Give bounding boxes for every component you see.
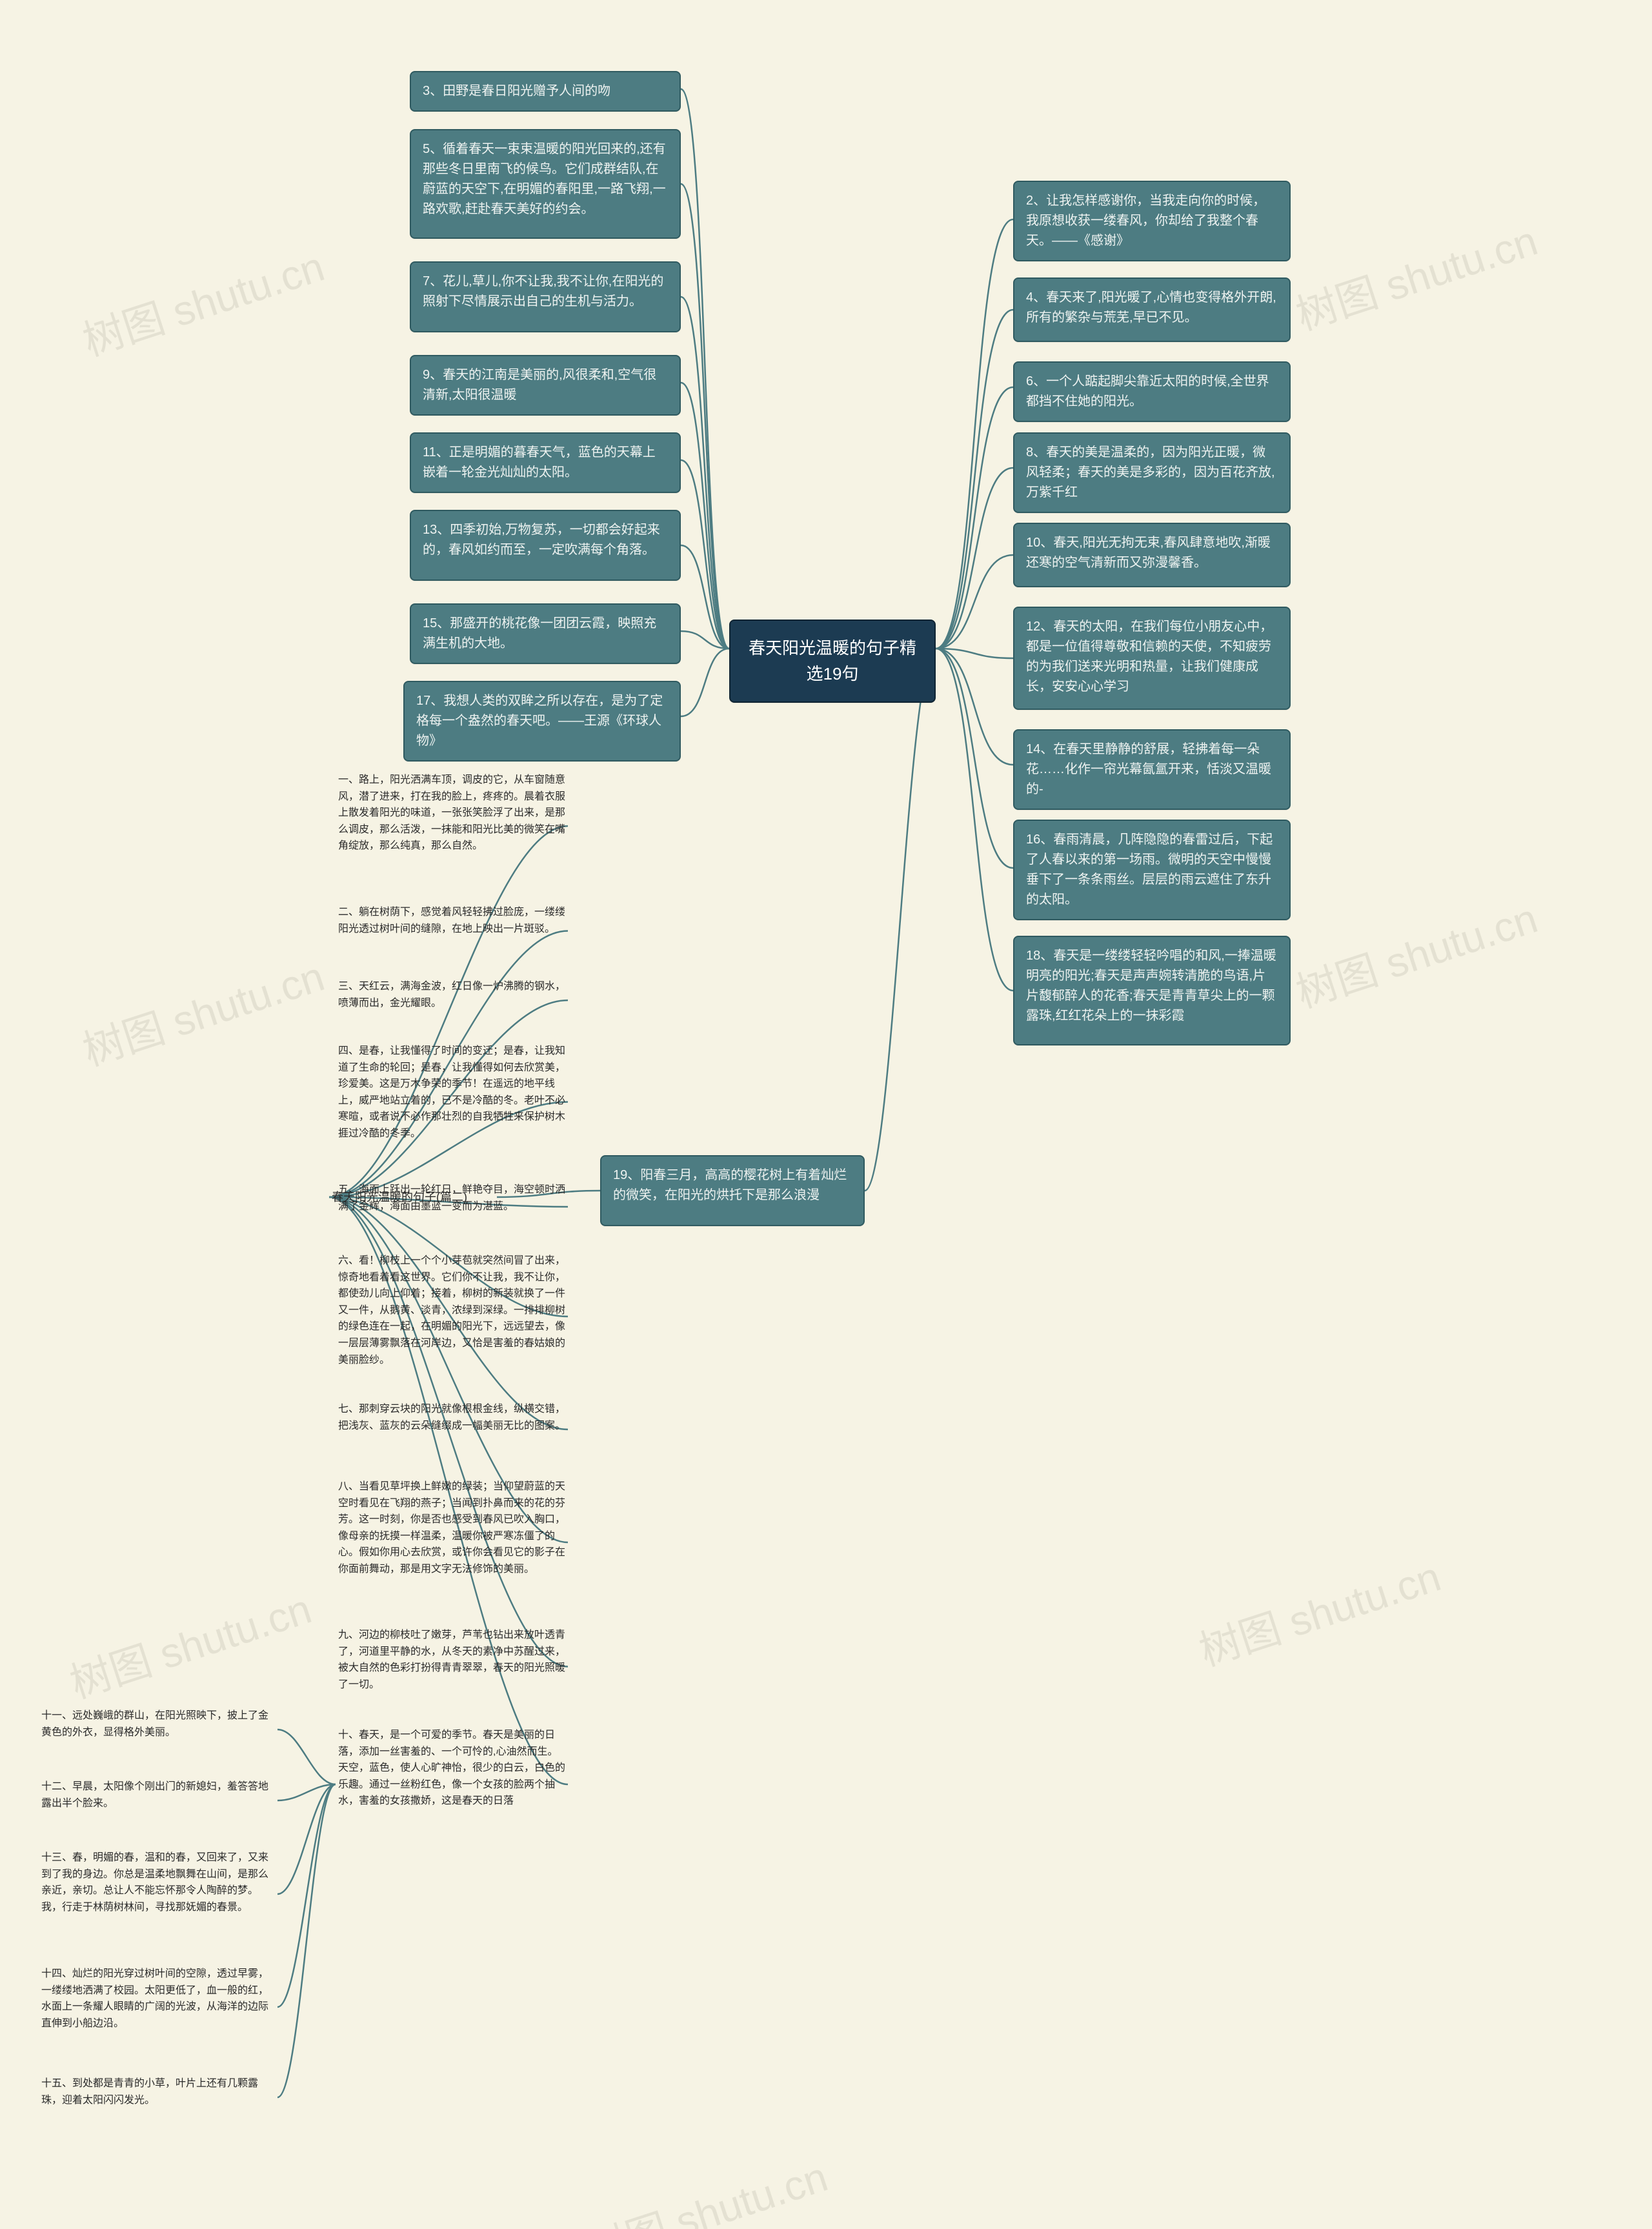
watermark: 树图 shutu.cn [74,234,330,367]
g3: 十三、春，明媚的春，温和的春，又回来了，又来到了我的身边。你总是温柔地飘舞在山间… [39,1846,277,1942]
l3: 7、花儿,草儿,你不让我,我不让你,在阳光的照射下尽情展示出自己的生机与活力。 [410,261,681,332]
l4: 9、春天的江南是美丽的,风很柔和,空气很清新,太阳很温暖 [410,355,681,416]
l2: 5、循着春天一束束温暖的阳光回来的,还有那些冬日里南飞的候鸟。它们成群结队,在蔚… [410,129,681,239]
r9: 18、春天是一缕缕轻轻吟唱的和风,一捧温暖明亮的阳光;春天是声声婉转清脆的鸟语,… [1013,936,1291,1045]
watermark: 树图 shutu.cn [1287,208,1544,341]
r2: 4、春天来了,阳光暖了,心情也变得格外开朗,所有的繁杂与荒芜,早已不见。 [1013,277,1291,342]
l5: 11、正是明媚的暮春天气，蓝色的天幕上嵌着一轮金光灿灿的太阳。 [410,432,681,493]
s7: 七、那刺穿云块的阳光就像根根金线，纵横交错，把浅灰、蓝灰的云朵缝缀成一幅美丽无比… [336,1397,568,1462]
s8: 八、当看见草坪换上鲜嫩的绿装；当仰望蔚蓝的天空时看见在飞翔的燕子；当闻到扑鼻而来… [336,1475,568,1610]
s6: 六、看！柳枝上一个个小芽苞就突然间冒了出来，惊奇地看着看这世界。它们你不让我，我… [336,1249,568,1384]
s10: 十、春天，是一个可爱的季节。春天是美丽的日落，添加一丝害羞的、一个可怜的,心油然… [336,1723,568,1846]
s3: 三、天红云，满海金波，红日像一炉沸腾的钢水，喷薄而出，金光耀眼。 [336,974,568,1026]
c19: 19、阳春三月，高高的樱花树上有着灿烂的微笑，在阳光的烘托下是那么浪漫 [600,1155,865,1226]
l1: 3、田野是春日阳光赠予人间的吻 [410,71,681,112]
g5: 十五、到处都是青青的小草，叶片上还有几颗露珠，迎着太阳闪闪发光。 [39,2072,277,2123]
r3: 6、一个人踮起脚尖靠近太阳的时候,全世界都挡不住她的阳光。 [1013,361,1291,422]
r5: 10、春天,阳光无拘无束,春风肆意地吹,渐暖还寒的空气清新而又弥漫馨香。 [1013,523,1291,587]
l6: 13、四季初始,万物复苏，一切都会好起来的，春风如约而至，一定吹满每个角落。 [410,510,681,581]
s4: 四、是春，让我懂得了时间的变迁；是春，让我知道了生命的轮回；是春，让我懂得如何去… [336,1039,568,1165]
l8: 17、我想人类的双眸之所以存在，是为了定格每一个盎然的春天吧。——王源《环球人物… [403,681,681,761]
watermark: 树图 shutu.cn [61,1576,317,1710]
s1: 一、路上，阳光洒满车顶，调皮的它，从车窗随意风，潜了进来，打在我的脸上，疼疼的。… [336,768,568,884]
watermark: 树图 shutu.cn [578,2144,834,2229]
s9: 九、河边的柳枝吐了嫩芽，芦苇也钻出来放叶透青了，河道里平静的水，从冬天的素净中苏… [336,1623,568,1710]
r4: 8、春天的美是温柔的，因为阳光正暖，微风轻柔；春天的美是多彩的，因为百花齐放,万… [1013,432,1291,513]
s2: 二、躺在树荫下，感觉着风轻轻拂过脸庞，一缕缕阳光透过树叶间的缝隙，在地上映出一片… [336,900,568,962]
mindmap-stage: 树图 shutu.cn 树图 shutu.cn 树图 shutu.cn 树图 shut… [0,0,1652,2229]
g2: 十二、早晨，太阳像个刚出门的新媳妇，羞答答地露出半个脸来。 [39,1775,277,1826]
watermark: 树图 shutu.cn [1287,885,1544,1019]
l7: 15、那盛开的桃花像一团团云霞，映照充满生机的大地。 [410,603,681,664]
root: 春天阳光温暖的句子精选19句 [729,620,936,703]
r1: 2、让我怎样感谢你，当我走向你的时候，我原想收获一缕春风，你却给了我整个春天。—… [1013,181,1291,261]
r8: 16、春雨清晨，几阵隐隐的春雷过后，下起了人春以来的第一场雨。微明的天空中慢慢垂… [1013,820,1291,920]
s5: 五、海面上跃出一轮红日，鲜艳夺目，海空顿时洒满了金辉，海面由墨蓝一变而为湛蓝。 [336,1178,568,1236]
r6: 12、春天的太阳，在我们每位小朋友心中，都是一位值得尊敬和信赖的天使，不知疲劳的… [1013,607,1291,710]
g1: 十一、远处巍峨的群山，在阳光照映下，披上了金黄色的外衣，显得格外美丽。 [39,1704,277,1755]
g4: 十四、灿烂的阳光穿过树叶间的空隙，透过早雾，一缕缕地洒满了校园。太阳更低了，血一… [39,1962,277,2052]
watermark: 树图 shutu.cn [74,943,330,1077]
r7: 14、在春天里静静的舒展，轻拂着每一朵花……化作一帘光幕氤氲开来，恬淡又温暖的- [1013,729,1291,810]
watermark: 树图 shutu.cn [1191,1544,1447,1677]
